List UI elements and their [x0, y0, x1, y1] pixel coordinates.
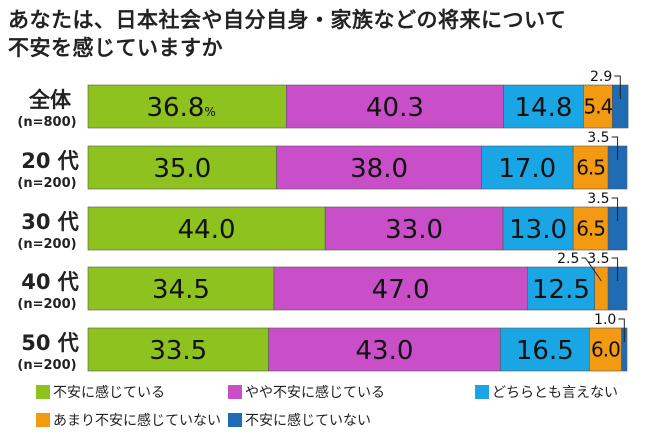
legend-label: 不安に感じている	[53, 385, 165, 401]
data-label: 17.0	[498, 154, 556, 184]
data-label: 5.4	[583, 95, 612, 119]
category-n-label: (n=200)	[17, 358, 76, 373]
data-label: 2.9	[590, 69, 612, 85]
category-label: 40 代	[21, 270, 79, 294]
percent-unit: %	[204, 105, 215, 119]
legend-swatch	[36, 385, 50, 399]
data-label: 35.0	[153, 154, 211, 184]
data-label: 33.5	[149, 336, 207, 366]
bar-segment	[572, 145, 609, 190]
data-label: 43.0	[356, 336, 414, 366]
leader-line	[581, 257, 602, 282]
data-label: 38.0	[350, 154, 408, 184]
category-label: 20 代	[21, 149, 79, 173]
bar-segment	[87, 84, 287, 129]
legend-item: どちらとも言えない	[475, 382, 618, 402]
leader-line	[618, 318, 625, 342]
legend-swatch	[475, 385, 489, 399]
legend-swatch	[36, 413, 50, 427]
leader-line	[611, 257, 619, 281]
chart-title-line-2: 不安を感じていますか	[8, 36, 223, 60]
data-label: 47.0	[372, 275, 430, 305]
bar-segment	[87, 327, 269, 372]
bar-segment	[500, 327, 590, 372]
data-label: 34.5	[152, 275, 210, 305]
category-label: 全体	[28, 88, 72, 112]
bar-segment	[526, 266, 595, 311]
category-n-label: (n=200)	[17, 176, 76, 191]
data-label: 6.5	[576, 156, 605, 180]
data-label: 3.5	[587, 130, 609, 146]
category-label: 30 代	[21, 210, 79, 234]
category-n-label: (n=200)	[17, 237, 76, 252]
data-label: 6.5	[576, 217, 605, 241]
bar-segment	[87, 145, 277, 190]
data-label: 14.8	[515, 93, 573, 123]
data-label: 3.5	[587, 191, 609, 207]
data-label: 40.3	[366, 93, 424, 123]
bar-segment	[481, 145, 574, 190]
data-label: 13.0	[509, 215, 567, 245]
legend-item: あまり不安に感じていない	[36, 410, 221, 430]
legend-swatch	[228, 385, 242, 399]
legend-item: やや不安に感じている	[228, 382, 385, 402]
legend-item: 不安に感じている	[36, 382, 165, 402]
data-label: 3.5	[587, 251, 609, 267]
bar-segment	[87, 206, 326, 251]
data-label: 16.5	[516, 336, 574, 366]
bar-segment	[268, 327, 501, 372]
bar-segment	[324, 206, 504, 251]
legend-label: どちらとも言えない	[492, 385, 618, 401]
bar-segment	[276, 145, 482, 190]
bar-segment	[572, 206, 609, 251]
bar-segment	[502, 206, 574, 251]
legend-item: 不安に感じていない	[228, 410, 371, 430]
bar-segment	[273, 266, 528, 311]
bar-segment	[503, 84, 584, 129]
category-n-label: (n=800)	[17, 115, 76, 130]
data-label: 6.0	[591, 338, 620, 362]
legend-label: 不安に感じていない	[245, 413, 371, 429]
legend-label: やや不安に感じている	[245, 385, 385, 401]
category-label: 50 代	[21, 331, 79, 355]
leader-line	[614, 75, 621, 99]
data-label: 36.8%	[147, 93, 216, 123]
data-label: 2.5	[557, 251, 579, 267]
data-label: 12.5	[532, 275, 590, 305]
data-label: 1.0	[594, 312, 616, 328]
category-n-label: (n=200)	[17, 297, 76, 312]
leader-line	[611, 136, 619, 160]
leader-line	[611, 197, 619, 221]
stacked-bar-chart: 全体 (n=800) 36.8% 40.3 14.8 5.4 2.9 20 代 (n=200) 3…	[17, 69, 629, 373]
legend-swatch	[228, 413, 242, 427]
bar-segment	[583, 84, 613, 129]
legend-label: あまり不安に感じていない	[53, 413, 221, 429]
data-label: 44.0	[178, 215, 236, 245]
chart-title-line-1: あなたは、日本社会や自分自身・家族などの将来について	[8, 8, 567, 32]
data-label: 33.0	[385, 215, 443, 245]
bar-segment	[286, 84, 504, 129]
